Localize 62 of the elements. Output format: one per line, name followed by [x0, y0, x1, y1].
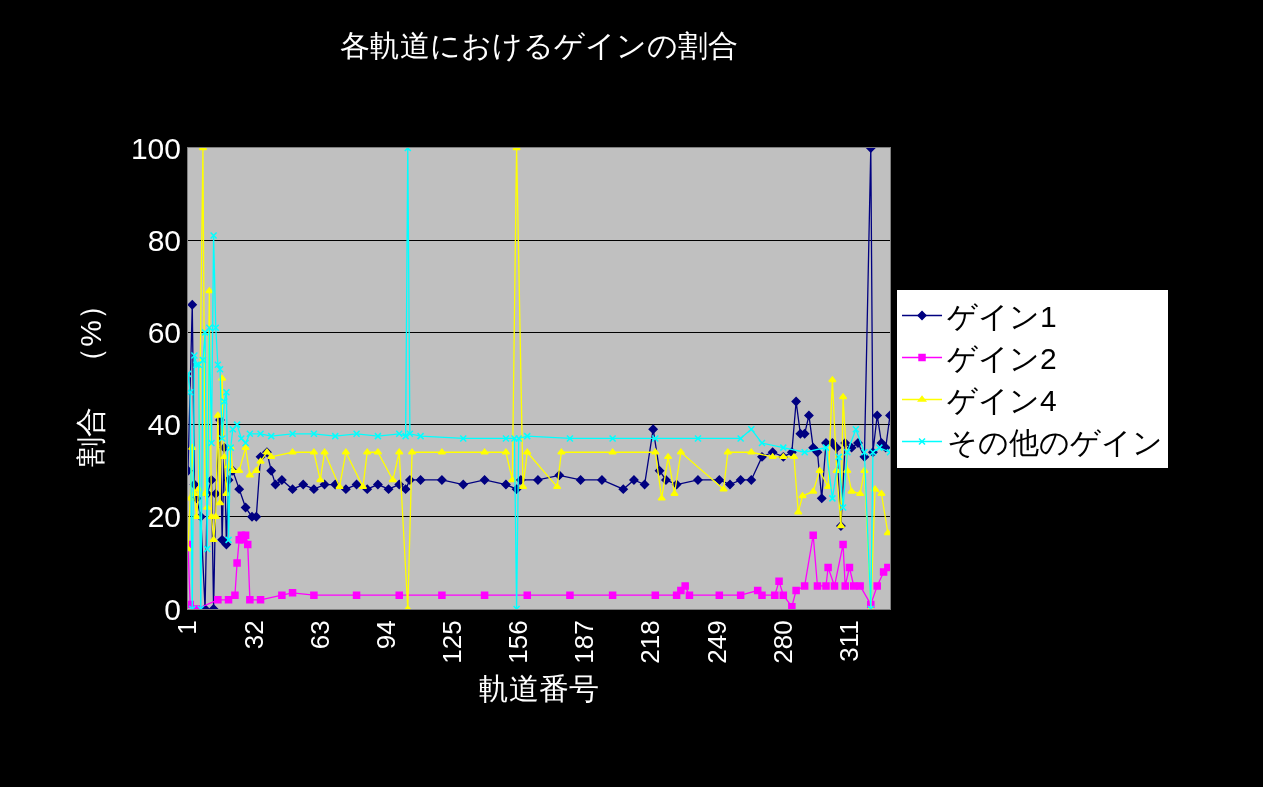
x-tick-label: 187 — [569, 620, 600, 664]
point — [839, 540, 847, 549]
point — [352, 591, 361, 599]
point — [822, 582, 830, 590]
point — [231, 591, 239, 599]
point — [566, 591, 574, 599]
point — [310, 591, 318, 599]
point — [771, 591, 779, 599]
legend-label: ゲイン1 — [947, 300, 1057, 334]
x-tick-label: 63 — [304, 620, 335, 650]
point — [395, 591, 403, 599]
x-tick-label: 32 — [238, 620, 269, 650]
legend-label: その他のゲイン — [947, 426, 1164, 460]
point — [873, 582, 881, 590]
x-tick-label: 156 — [503, 620, 534, 664]
legend-label: ゲイン2 — [947, 342, 1057, 376]
point — [681, 582, 689, 590]
x-tick-label: 125 — [437, 620, 468, 664]
point — [830, 582, 839, 590]
chart-title: 各軌道におけるゲインの割合 — [340, 29, 738, 63]
point — [224, 596, 233, 604]
point — [824, 563, 832, 572]
point — [758, 591, 766, 599]
point — [438, 591, 446, 599]
point — [715, 591, 724, 599]
x-axis-title: 軌道番号 — [479, 672, 599, 706]
y-tick-label: 20 — [147, 500, 181, 534]
point — [288, 589, 297, 597]
y-tick-label: 60 — [147, 315, 181, 349]
point — [736, 591, 745, 599]
point — [685, 591, 694, 599]
y-axis-title: 割合 （%） — [73, 290, 107, 467]
point — [800, 582, 809, 590]
point — [523, 591, 532, 599]
point — [243, 540, 252, 549]
x-tick-label: 280 — [767, 620, 798, 664]
point — [480, 591, 489, 599]
point — [278, 591, 286, 599]
point — [779, 591, 788, 599]
y-tick-label: 40 — [147, 408, 181, 442]
point — [214, 596, 222, 604]
x-tick-label: 94 — [370, 620, 401, 650]
point — [809, 531, 817, 539]
y-tick-label: 80 — [147, 223, 181, 257]
x-tick-label: 249 — [701, 620, 732, 664]
point — [813, 582, 822, 590]
point — [792, 586, 800, 595]
x-tick-label: 218 — [635, 620, 666, 664]
point — [788, 602, 796, 609]
point — [845, 563, 854, 572]
point — [233, 559, 241, 567]
point — [246, 596, 254, 604]
point — [651, 591, 660, 599]
point — [841, 582, 849, 590]
y-tick-label: 100 — [130, 131, 181, 165]
legend-label: ゲイン4 — [947, 384, 1057, 418]
point — [256, 596, 265, 604]
point — [775, 577, 783, 586]
point — [608, 591, 617, 599]
x-tick-label: 311 — [833, 620, 864, 662]
point — [241, 531, 250, 539]
point — [856, 582, 864, 590]
